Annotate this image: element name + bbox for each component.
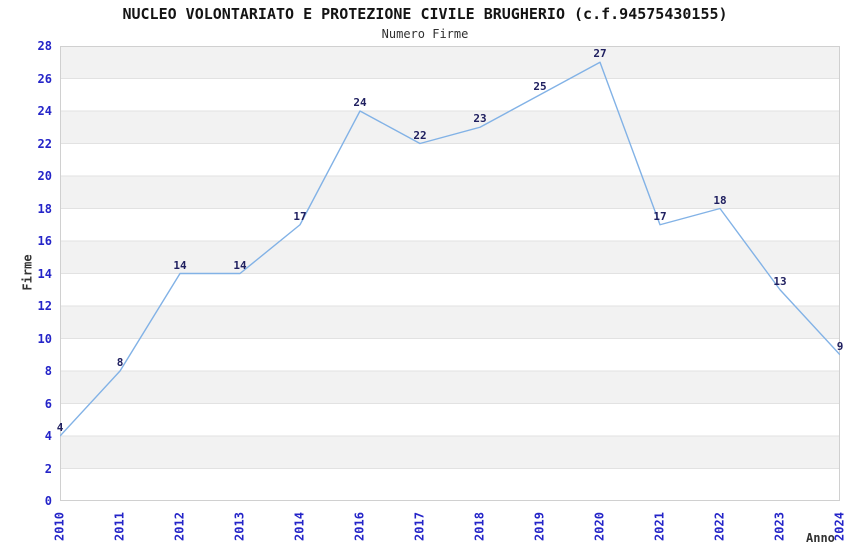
plot-band xyxy=(60,273,840,306)
y-tick-label: 22 xyxy=(37,136,52,151)
x-tick-label: 2017 xyxy=(412,512,427,541)
y-tick-label: 14 xyxy=(37,266,52,281)
x-tick-label: 2019 xyxy=(532,512,547,541)
y-tick-label: 8 xyxy=(44,364,52,378)
chart-title: NUCLEO VOLONTARIATO E PROTEZIONE CIVILE … xyxy=(122,5,728,23)
line-chart-canvas xyxy=(60,46,840,501)
x-axis-title: Anno xyxy=(806,531,835,545)
chart-subtitle: Numero Firme xyxy=(381,27,469,41)
plot-band xyxy=(60,143,840,176)
plot-border xyxy=(60,46,840,501)
x-tick-label: 2010 xyxy=(52,512,67,541)
plot-band xyxy=(60,176,840,209)
plot-band xyxy=(60,403,840,436)
x-tick-label: 2012 xyxy=(172,512,187,541)
x-tick-label: 2024 xyxy=(832,512,847,541)
plot-band xyxy=(60,46,840,79)
plot-band xyxy=(60,436,840,469)
plot-band xyxy=(60,306,840,339)
x-tick-label: 2023 xyxy=(772,512,787,541)
x-tick-label: 2022 xyxy=(712,512,727,541)
x-tick-label: 2021 xyxy=(652,512,667,541)
y-tick-label: 10 xyxy=(37,331,52,346)
y-tick-label: 6 xyxy=(44,396,52,411)
plot-band xyxy=(60,338,840,371)
plot-band xyxy=(60,111,840,144)
x-tick-label: 2016 xyxy=(352,512,367,541)
x-tick-label: 2013 xyxy=(232,512,247,541)
y-tick-label: 24 xyxy=(37,104,52,118)
plot-band xyxy=(60,371,840,404)
y-tick-label: 12 xyxy=(37,299,52,313)
line-series xyxy=(60,61,840,437)
plot-band xyxy=(60,241,840,274)
plot-area xyxy=(60,46,840,501)
plot-band xyxy=(60,78,840,111)
y-tick-label: 16 xyxy=(37,234,52,248)
y-tick-label: 0 xyxy=(44,494,52,508)
y-tick-label: 2 xyxy=(44,461,52,476)
y-tick-label: 20 xyxy=(37,169,52,183)
x-tick-label: 2014 xyxy=(292,512,307,541)
y-tick-label: 18 xyxy=(37,201,52,216)
x-tick-label: 2020 xyxy=(592,512,607,541)
x-tick-label: 2011 xyxy=(112,512,127,541)
x-tick-label: 2018 xyxy=(472,512,487,541)
y-tick-label: 28 xyxy=(37,39,52,53)
y-tick-label: 4 xyxy=(44,429,52,443)
y-tick-label: 26 xyxy=(37,71,52,86)
plot-band xyxy=(60,208,840,241)
plot-band xyxy=(60,468,840,501)
